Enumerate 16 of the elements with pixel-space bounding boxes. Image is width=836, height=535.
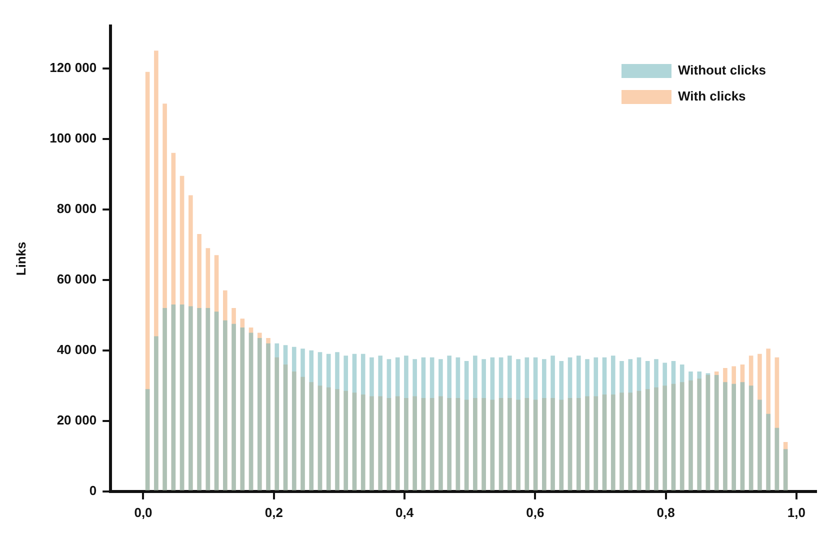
y-tick-label: 40 000 xyxy=(56,342,97,357)
x-tick-label: 0,8 xyxy=(656,504,675,520)
y-tick-label: 80 000 xyxy=(56,200,97,216)
x-tick-label: 0,0 xyxy=(134,504,152,520)
y-tick-label: 120 000 xyxy=(50,60,97,75)
legend-label: With clicks xyxy=(678,88,746,104)
y-tick-label: 60 000 xyxy=(56,271,97,286)
y-tick-label: 0 xyxy=(89,482,97,498)
x-tick-label: 0,4 xyxy=(395,504,414,520)
legend-label: Without clicks xyxy=(678,62,766,78)
y-tick-label: 20 000 xyxy=(56,412,97,428)
x-tick-label: 0,6 xyxy=(526,504,544,520)
x-tick-label: 1,0 xyxy=(787,504,806,520)
y-tick-label: 100 000 xyxy=(50,130,97,146)
y-axis-title: Links xyxy=(13,242,28,276)
x-tick-label: 0,2 xyxy=(264,504,283,520)
